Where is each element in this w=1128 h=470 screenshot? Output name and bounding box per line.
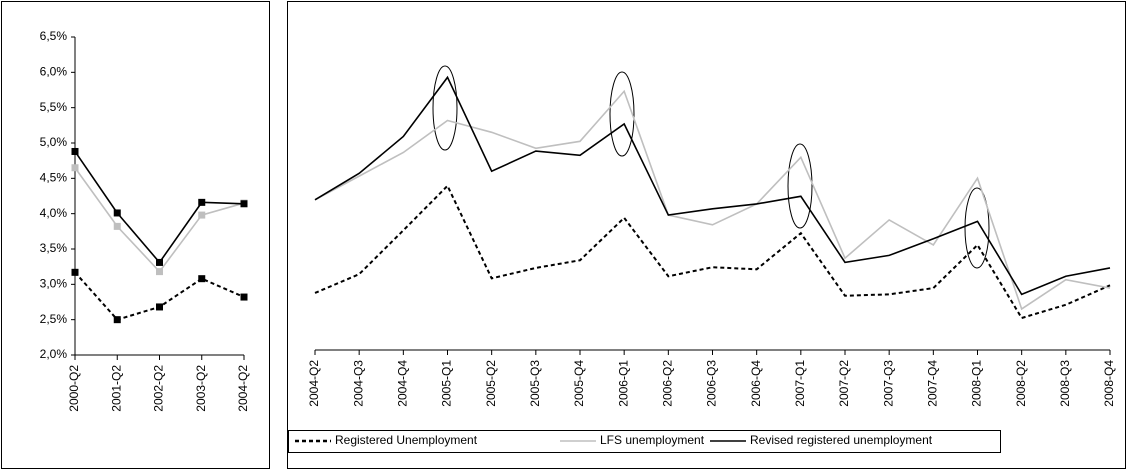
point-marker [156, 268, 163, 276]
x-tick-label: 2007-Q3 [881, 360, 895, 407]
highlight-oval [609, 71, 635, 157]
highlight-oval [964, 187, 990, 269]
x-tick-label: 2002-Q2 [152, 365, 166, 412]
x-tick-label: 2000-Q2 [67, 365, 81, 412]
x-tick-label: 2005-Q4 [572, 360, 586, 407]
x-tick-label: 2006-Q2 [661, 360, 675, 407]
x-tick-label: 2006-Q3 [705, 360, 719, 407]
x-tick-label: 2007-Q1 [793, 360, 807, 407]
y-tick-label: 6,5% [40, 29, 68, 43]
point-marker [71, 164, 79, 172]
point-marker [198, 275, 206, 283]
y-tick-label: 6,0% [40, 65, 68, 79]
x-tick-label: 2004-Q2 [236, 365, 250, 412]
point-marker [198, 211, 206, 219]
x-tick-label: 2007-Q2 [837, 360, 851, 407]
highlight-oval [432, 65, 458, 151]
x-tick-label: 2001-Q2 [109, 365, 123, 412]
x-tick-label: 2007-Q4 [926, 360, 940, 407]
legend-label: LFS unemployment [600, 433, 705, 447]
point-marker [156, 258, 163, 266]
y-tick-label: 3,0% [40, 277, 68, 291]
x-tick-label: 2008-Q2 [1014, 360, 1028, 407]
x-tick-label: 2006-Q1 [616, 360, 630, 407]
y-tick-label: 5,0% [40, 135, 68, 149]
point-marker [240, 293, 248, 301]
x-tick-label: 2005-Q1 [440, 360, 454, 407]
point-marker [71, 268, 79, 276]
x-tick-label: 2004-Q3 [351, 360, 365, 407]
x-tick-label: 2004-Q4 [396, 360, 410, 407]
x-tick-label: 2006-Q4 [749, 360, 763, 407]
y-tick-label: 2,5% [40, 312, 68, 326]
y-tick-label: 4,0% [40, 206, 68, 220]
legend-box [288, 430, 1001, 453]
x-tick-label: 2008-Q3 [1058, 360, 1072, 407]
y-tick-label: 3,5% [40, 241, 68, 255]
x-tick-label: 2008-Q1 [970, 360, 984, 407]
x-tick-label: 2004-Q2 [307, 360, 321, 407]
x-tick-label: 2005-Q3 [528, 360, 542, 407]
y-tick-label: 4,5% [40, 171, 68, 185]
x-tick-label: 2003-Q2 [194, 365, 208, 412]
x-tick-label: 2005-Q2 [484, 360, 498, 407]
legend-label: Revised registered unemployment [750, 433, 933, 447]
legend-label: Registered Unemployment [335, 433, 478, 447]
y-tick-label: 5,5% [40, 100, 68, 114]
point-marker [113, 222, 121, 230]
point-marker [198, 198, 206, 206]
point-marker [240, 200, 248, 208]
point-marker [113, 316, 121, 324]
point-marker [156, 303, 163, 311]
point-marker [71, 147, 79, 155]
highlight-oval [787, 143, 813, 229]
point-marker [113, 209, 121, 217]
x-tick-label: 2008-Q4 [1102, 360, 1116, 407]
series-line [314, 75, 1111, 296]
y-tick-label: 2,0% [40, 347, 68, 361]
series-line [314, 89, 1111, 311]
